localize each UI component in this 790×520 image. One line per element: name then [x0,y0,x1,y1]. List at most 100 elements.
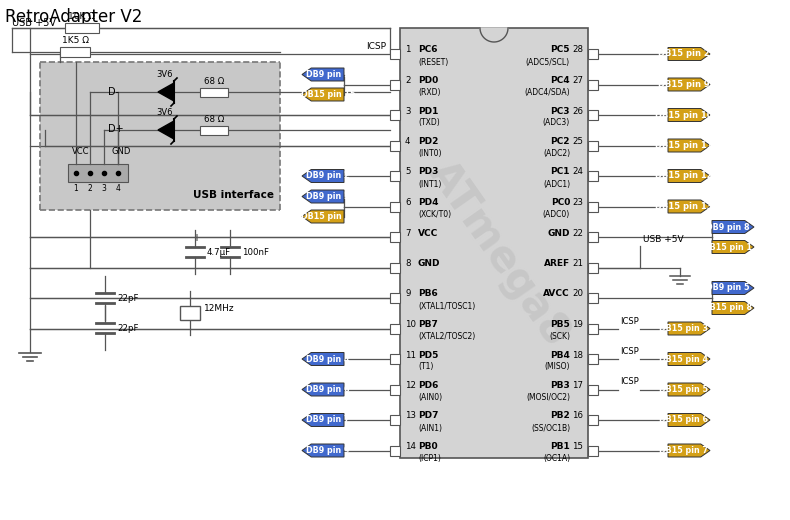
Text: 9: 9 [405,290,410,298]
Text: 3V6: 3V6 [156,108,172,117]
Polygon shape [158,121,174,139]
Text: DB9 pin 6: DB9 pin 6 [307,385,350,394]
Text: DB15 pin 4: DB15 pin 4 [660,355,709,363]
Text: (AIN1): (AIN1) [418,423,442,433]
Text: PB4: PB4 [550,350,570,359]
Bar [588,232,598,242]
Text: DB9 pin 4: DB9 pin 4 [307,355,350,363]
Polygon shape [302,88,344,101]
Polygon shape [668,444,710,457]
Text: VCC: VCC [418,228,438,238]
Text: AVCC: AVCC [544,290,570,298]
Text: 18: 18 [572,350,583,359]
Text: DB15 pin 9: DB15 pin 9 [658,80,709,89]
Text: PC0: PC0 [551,198,570,207]
Text: (TXD): (TXD) [418,119,440,127]
Text: AREF: AREF [544,259,570,268]
Bar [390,323,400,333]
Text: DB9 pin 3: DB9 pin 3 [307,192,350,201]
Polygon shape [668,139,710,152]
Polygon shape [712,240,754,253]
Text: PC5: PC5 [551,45,570,55]
Text: GND: GND [112,147,131,156]
Polygon shape [158,83,174,101]
Text: 21: 21 [572,259,583,268]
Text: 5: 5 [405,167,411,176]
Text: DB9 pin 5: DB9 pin 5 [706,283,750,292]
Bar [60,47,90,57]
Text: USB interface: USB interface [193,190,274,200]
Bar [390,263,400,272]
Text: 15: 15 [572,442,583,451]
Text: (ADC2): (ADC2) [543,149,570,158]
Text: PB7: PB7 [418,320,438,329]
Text: DB9 pin 8: DB9 pin 8 [706,223,750,231]
Text: PC1: PC1 [551,167,570,176]
Text: PB3: PB3 [551,381,570,390]
Bar [588,293,598,303]
Text: DB9 pin 9: DB9 pin 9 [307,446,350,455]
Text: 12MHz: 12MHz [204,304,235,313]
Text: PB2: PB2 [551,411,570,421]
Text: DB9 pin 7: DB9 pin 7 [307,415,350,424]
Text: (SS/OC1B): (SS/OC1B) [531,423,570,433]
Bar [588,415,598,425]
Polygon shape [302,170,344,183]
Polygon shape [302,210,344,223]
Bar [200,87,228,97]
Polygon shape [712,302,754,315]
Bar [588,171,598,181]
Bar [588,49,598,59]
Bar [588,80,598,89]
Bar [40,62,280,210]
Text: (OC1A): (OC1A) [543,454,570,463]
Polygon shape [302,413,344,426]
Text: 23: 23 [572,198,583,207]
Text: 14: 14 [405,442,416,451]
Polygon shape [712,281,754,294]
Text: (T1): (T1) [418,362,434,371]
Text: 13: 13 [405,411,416,421]
Polygon shape [302,353,344,366]
Text: 22pF: 22pF [117,324,138,333]
Bar [588,201,598,212]
Polygon shape [302,190,344,203]
Text: RetroAdapter V2: RetroAdapter V2 [5,8,142,26]
Text: 4: 4 [405,137,411,146]
Bar [180,306,200,320]
Text: ICSP: ICSP [620,347,639,356]
Text: (ADC0): (ADC0) [543,210,570,219]
Text: 1: 1 [405,45,411,55]
Text: 28: 28 [572,45,583,55]
Bar [588,110,598,120]
Text: 22pF: 22pF [117,294,138,303]
Text: GND: GND [418,259,441,268]
Text: 22: 22 [572,228,583,238]
Text: PB1: PB1 [551,442,570,451]
Bar [390,140,400,150]
Text: PD0: PD0 [418,76,438,85]
Text: 1: 1 [73,184,78,193]
Polygon shape [668,200,710,213]
Text: 8: 8 [405,259,411,268]
Text: USB +5V: USB +5V [643,235,683,243]
Text: (MISO): (MISO) [544,362,570,371]
Text: DB9 pin 1: DB9 pin 1 [307,70,350,79]
Text: (XCK/T0): (XCK/T0) [418,210,451,219]
Text: D-: D- [108,87,119,97]
Text: DB15 pin 15: DB15 pin 15 [301,90,356,99]
Bar [400,28,588,458]
Polygon shape [302,68,344,81]
Bar [390,446,400,456]
Text: PD7: PD7 [418,411,438,421]
Text: (SCK): (SCK) [549,332,570,341]
Text: 10K Ω: 10K Ω [69,12,96,21]
Text: 3: 3 [405,107,411,115]
Bar [390,171,400,181]
Text: (ADC5/SCL): (ADC5/SCL) [526,58,570,67]
Bar [390,384,400,395]
Text: ICSP: ICSP [620,317,639,326]
Bar [588,354,598,364]
Text: DB15 pin 3: DB15 pin 3 [660,324,709,333]
Bar [588,323,598,333]
